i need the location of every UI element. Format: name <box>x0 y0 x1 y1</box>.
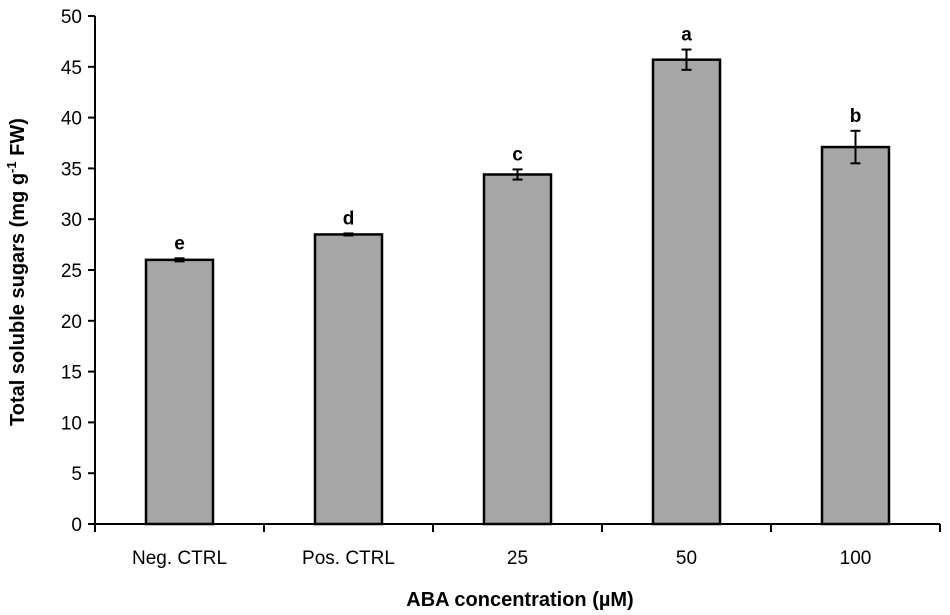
y-tick-label: 45 <box>61 58 82 79</box>
significance-label: d <box>343 208 355 229</box>
y-tick-label: 35 <box>61 159 82 180</box>
bars-group <box>144 58 891 526</box>
y-axis-title: Total soluble sugars (mg g-1 FW) <box>4 118 29 426</box>
significance-label: e <box>174 233 185 254</box>
bar <box>651 58 722 526</box>
y-axis-title-tail: FW) <box>7 118 29 161</box>
x-tick-label: Pos. CTRL <box>302 548 395 569</box>
y-tick-label: 40 <box>61 109 82 130</box>
y-tick-label: 30 <box>61 210 82 231</box>
y-tick-label: 5 <box>71 464 82 485</box>
y-tick-label: 10 <box>61 413 82 434</box>
x-axis: Neg. CTRL Pos. CTRL 25 50 100 <box>94 523 941 569</box>
bar <box>482 173 553 526</box>
y-tick-label: 15 <box>61 363 82 384</box>
significance-label: c <box>512 144 523 165</box>
x-axis-title: ABA concentration (µM) <box>406 589 633 611</box>
y-tick-label: 50 <box>61 7 82 28</box>
x-tick-label: Neg. CTRL <box>132 548 227 569</box>
y-axis-title-main: Total soluble sugars (mg g <box>7 173 29 426</box>
y-tick-label: 20 <box>61 312 82 333</box>
x-tick-label: 25 <box>507 548 528 569</box>
x-tick-label: 100 <box>840 548 872 569</box>
x-tick-label: 50 <box>676 548 697 569</box>
y-tick-label: 25 <box>61 261 82 282</box>
y-axis: 0 5 10 15 20 25 30 35 40 45 50 <box>61 7 96 536</box>
bar <box>313 233 384 526</box>
significance-labels-group: e d c a b <box>174 25 861 255</box>
bar <box>144 258 215 526</box>
significance-label: b <box>850 106 862 127</box>
y-axis-title-superscript: -1 <box>4 161 19 173</box>
error-bars-group <box>174 48 861 263</box>
significance-label: a <box>681 25 692 46</box>
y-tick-label: 0 <box>71 515 82 536</box>
bar <box>820 145 891 526</box>
